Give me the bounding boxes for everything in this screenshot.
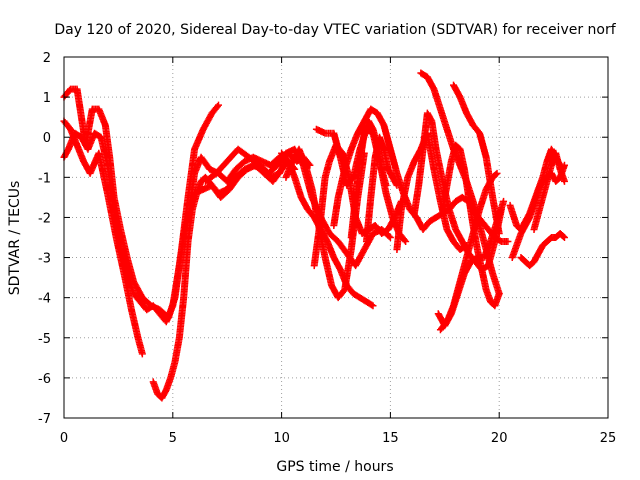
series-arc-13 [362, 133, 401, 246]
y-tick-label: -4 [38, 292, 51, 307]
data-point [386, 234, 394, 241]
series-arc-19 [450, 81, 503, 237]
x-tick-label: 25 [600, 431, 617, 446]
y-tick-label: -1 [38, 171, 51, 186]
y-tick-label: -5 [38, 332, 51, 347]
data-point [559, 232, 567, 240]
data-point [382, 181, 390, 189]
series-arc-23 [517, 229, 568, 270]
plot-frame [63, 56, 609, 419]
series-arc-5 [186, 149, 314, 209]
data-point [401, 236, 409, 244]
x-tick-label: 10 [273, 431, 290, 446]
y-tick-label: 1 [43, 91, 51, 106]
series-arc-1 [60, 117, 146, 358]
data-point [393, 181, 401, 189]
data-point [560, 177, 568, 185]
y-tick-label: -6 [38, 372, 51, 387]
data-point [138, 350, 146, 358]
x-tick-label: 0 [60, 431, 68, 446]
data-point [495, 290, 503, 298]
x-tick-label: 5 [169, 431, 177, 446]
chart-title: Day 120 of 2020, Sidereal Day-to-day VTE… [54, 22, 616, 38]
y-axis-label: SDTVAR / TECUs [7, 181, 23, 296]
data-point [385, 232, 393, 240]
data-point [492, 170, 500, 178]
series-arc-24 [530, 149, 568, 233]
x-tick-label: 15 [382, 431, 399, 446]
data-point [560, 234, 568, 241]
data-point [493, 169, 501, 177]
y-tick-label: -3 [38, 252, 51, 267]
series-arc-20 [439, 141, 503, 310]
series-arc-2 [60, 85, 222, 322]
x-axis-label: GPS time / hours [276, 459, 393, 475]
data-point [214, 101, 222, 109]
y-tick-label: 2 [43, 51, 51, 66]
data-point [402, 238, 410, 246]
data-point [495, 229, 503, 237]
y-tick-label: 0 [43, 131, 51, 146]
marks-layer [60, 69, 568, 402]
y-tick-label: -2 [38, 211, 51, 226]
data-point [504, 238, 512, 246]
y-tick-label: -7 [38, 412, 51, 427]
axes-layer: 0 5 10 15 20 25 -7 -6 -5 -4 -3 -2 -1 0 1 2 [38, 51, 616, 446]
data-point [369, 302, 377, 310]
data-point [500, 197, 508, 205]
x-tick-label: 20 [491, 431, 508, 446]
series-arc-4 [149, 157, 290, 402]
data-point [213, 102, 221, 110]
data-point [368, 301, 376, 309]
